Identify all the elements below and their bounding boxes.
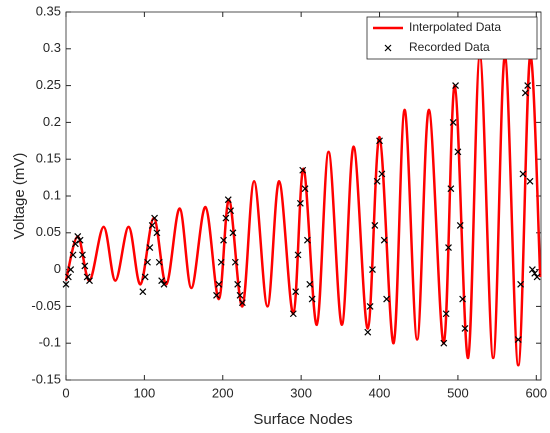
y-tick-label: -0.05 bbox=[31, 298, 61, 313]
marker bbox=[531, 269, 539, 277]
marker bbox=[69, 251, 77, 259]
marker bbox=[155, 258, 163, 266]
marker bbox=[308, 295, 316, 303]
plot-area bbox=[65, 11, 542, 381]
marker bbox=[376, 137, 383, 145]
marker bbox=[371, 222, 379, 229]
marker bbox=[217, 258, 225, 266]
marker bbox=[146, 244, 154, 251]
marker bbox=[521, 89, 529, 97]
marker bbox=[299, 166, 307, 174]
marker bbox=[67, 266, 75, 274]
marker bbox=[533, 273, 541, 281]
marker bbox=[141, 273, 149, 281]
y-tick-label: 0 bbox=[54, 261, 61, 276]
marker bbox=[62, 280, 70, 288]
y-tick-label: 0.3 bbox=[43, 40, 61, 55]
marker bbox=[79, 251, 86, 259]
x-tick-label: 300 bbox=[290, 385, 312, 400]
marker bbox=[153, 229, 161, 237]
marker bbox=[306, 280, 314, 288]
y-tick-label: -0.15 bbox=[31, 371, 61, 386]
marker bbox=[158, 277, 166, 285]
marker bbox=[301, 185, 309, 193]
marker bbox=[289, 310, 297, 318]
marker bbox=[222, 214, 230, 222]
marker bbox=[234, 280, 242, 288]
line bbox=[64, 54, 542, 367]
x-axis-label: Surface Nodes bbox=[253, 411, 352, 428]
legend-swatch bbox=[384, 44, 392, 52]
marker bbox=[148, 222, 156, 229]
marker bbox=[292, 288, 300, 296]
legend-label: Recorded Data bbox=[409, 40, 490, 54]
marker bbox=[229, 229, 237, 237]
marker bbox=[452, 82, 459, 90]
x-tick-label: 100 bbox=[134, 385, 156, 400]
marker bbox=[440, 339, 448, 347]
marker bbox=[383, 295, 391, 303]
marker bbox=[296, 199, 304, 207]
marker bbox=[364, 328, 372, 336]
marker bbox=[517, 280, 525, 288]
marker bbox=[144, 258, 151, 266]
marker bbox=[76, 236, 84, 244]
marker bbox=[74, 233, 82, 240]
marker bbox=[160, 280, 168, 288]
marker bbox=[447, 185, 455, 193]
marker bbox=[369, 266, 376, 274]
y-tick-label: 0.2 bbox=[43, 114, 61, 129]
marker bbox=[519, 170, 527, 178]
marker bbox=[528, 266, 536, 274]
marker bbox=[456, 222, 464, 229]
y-tick-label: 0.15 bbox=[36, 151, 61, 166]
x-tick-label: 0 bbox=[62, 385, 69, 400]
marker bbox=[86, 277, 93, 285]
marker bbox=[526, 177, 534, 185]
marker bbox=[64, 273, 72, 281]
marker bbox=[378, 170, 386, 178]
marker bbox=[442, 310, 450, 318]
marker bbox=[227, 207, 235, 215]
y-tick-label: 0.35 bbox=[36, 3, 61, 18]
marker bbox=[303, 236, 311, 244]
marker bbox=[461, 325, 469, 332]
marker bbox=[454, 148, 462, 156]
marker bbox=[366, 302, 374, 310]
y-axis-label: Voltage (mV) bbox=[11, 153, 28, 240]
legend-box bbox=[366, 16, 538, 60]
y-tick-label: 0.05 bbox=[36, 224, 61, 239]
marker bbox=[139, 288, 147, 296]
marker bbox=[83, 273, 91, 281]
y-tick-label: 0.25 bbox=[36, 77, 61, 92]
marker bbox=[71, 240, 79, 248]
x-tick-label: 600 bbox=[525, 385, 547, 400]
x-tick-label: 400 bbox=[369, 385, 391, 400]
marker bbox=[213, 291, 220, 299]
marker bbox=[445, 244, 452, 251]
marker bbox=[238, 299, 246, 307]
marker bbox=[236, 291, 244, 299]
marker bbox=[373, 177, 381, 185]
marker bbox=[459, 295, 467, 303]
marker bbox=[215, 280, 223, 288]
marker bbox=[220, 236, 227, 244]
y-tick-label: -0.1 bbox=[39, 335, 61, 350]
marker bbox=[81, 262, 89, 270]
marker bbox=[151, 214, 158, 222]
marker bbox=[524, 82, 532, 90]
y-tick-label: 0.1 bbox=[43, 187, 61, 202]
marker bbox=[231, 258, 239, 266]
marker bbox=[224, 196, 232, 204]
x-tick-label: 500 bbox=[447, 385, 469, 400]
marker bbox=[380, 236, 388, 244]
marker bbox=[514, 336, 522, 343]
x-tick-label: 200 bbox=[212, 385, 234, 400]
marker bbox=[294, 251, 302, 259]
legend-label: Interpolated Data bbox=[409, 20, 501, 34]
marker bbox=[449, 118, 457, 126]
